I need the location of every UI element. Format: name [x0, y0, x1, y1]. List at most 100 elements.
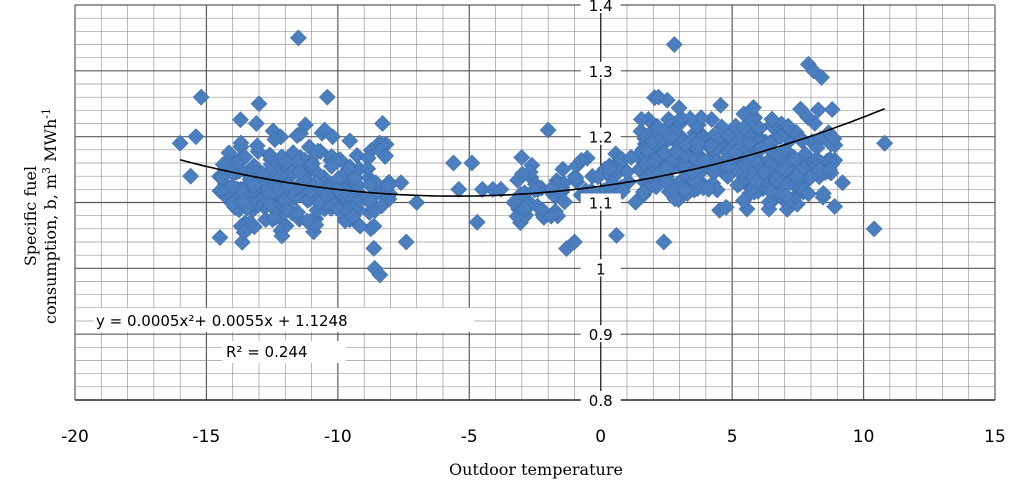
data-point — [788, 168, 806, 185]
data-point — [318, 88, 336, 106]
data-point — [265, 209, 283, 227]
data-point — [324, 128, 342, 146]
trendline-equation: y = 0.0005x²+ 0.0055x + 1.1248 — [96, 312, 348, 330]
y-tick-label: 0.8 — [589, 392, 613, 410]
data-point — [513, 149, 531, 166]
data-point — [760, 200, 778, 218]
data-point — [234, 194, 252, 211]
y-tick-label-bg — [580, 259, 621, 277]
data-point — [735, 119, 753, 137]
data-point — [705, 162, 723, 180]
data-point — [346, 169, 364, 187]
y-tick-label: 1.3 — [589, 63, 613, 81]
data-point — [741, 133, 759, 151]
data-point — [371, 266, 389, 284]
data-point — [463, 154, 481, 172]
data-point — [304, 155, 321, 173]
data-point — [622, 148, 640, 166]
data-point — [865, 220, 883, 238]
data-point — [376, 147, 394, 165]
data-point — [445, 154, 462, 172]
y-axis-title-sup1: 3 — [40, 167, 53, 174]
x-tick-label: -10 — [324, 427, 352, 447]
data-point — [643, 133, 661, 151]
data-point — [171, 134, 189, 152]
data-point — [763, 110, 781, 128]
data-point — [729, 176, 747, 194]
data-point — [247, 115, 265, 132]
data-point — [182, 167, 200, 185]
data-point — [229, 154, 247, 172]
data-point — [235, 223, 253, 241]
x-tick-label: -15 — [193, 427, 221, 447]
data-point — [245, 177, 263, 195]
y-axis-title-line1: Specific fuel — [21, 166, 40, 266]
data-point — [772, 128, 789, 146]
data-point — [248, 137, 266, 155]
data-point — [676, 181, 694, 198]
data-point — [250, 95, 268, 113]
data-point — [187, 128, 205, 146]
data-point — [745, 99, 762, 116]
data-point — [646, 152, 664, 170]
x-tick-labels: -20 -15 -10 -5 0 5 10 15 — [61, 427, 1006, 447]
data-point — [656, 122, 674, 140]
data-point — [601, 160, 619, 178]
data-point — [262, 147, 279, 165]
r-squared-background — [222, 341, 346, 363]
data-point — [397, 233, 415, 251]
data-point — [657, 173, 675, 191]
data-point — [266, 131, 284, 149]
data-point — [492, 180, 510, 198]
data-point — [392, 174, 410, 192]
data-point — [604, 175, 621, 192]
data-point — [834, 174, 851, 192]
data-point — [289, 203, 307, 221]
y-tick-labels: 0.8 0.9 1 1.1 1.2 1.3 1.4 — [580, 0, 621, 410]
data-point — [692, 109, 710, 127]
data-point — [809, 101, 827, 119]
data-point — [748, 173, 766, 191]
r-squared-label: R² = 0.244 — [226, 343, 307, 361]
y-axis-title-base: consumption, b, m — [41, 174, 60, 324]
data-point — [634, 183, 652, 201]
data-point — [323, 157, 340, 175]
x-tick-label: 5 — [727, 427, 738, 447]
data-point — [665, 36, 683, 53]
data-point — [232, 111, 249, 129]
data-point — [516, 200, 533, 218]
data-point — [374, 115, 391, 132]
data-point — [542, 207, 560, 225]
data-point — [232, 134, 250, 152]
data-point — [689, 135, 707, 152]
data-point — [736, 156, 754, 174]
data-point — [801, 169, 819, 187]
data-point — [823, 101, 841, 118]
data-point — [513, 165, 531, 183]
data-point — [876, 134, 894, 152]
data-point — [277, 153, 295, 171]
data-point — [800, 185, 817, 203]
x-tick-label: 10 — [853, 427, 875, 447]
data-point — [273, 227, 291, 245]
data-point — [735, 192, 752, 210]
y-axis-title-unit: MWh — [41, 119, 60, 167]
y-axis-title-line2: consumption, b, m3 MWh-1 — [40, 108, 60, 324]
y-tick-label: 1 — [596, 260, 606, 278]
data-point — [309, 142, 327, 160]
data-point — [670, 99, 688, 117]
x-tick-label: -5 — [461, 427, 478, 447]
data-point — [567, 169, 585, 187]
data-point — [820, 161, 838, 179]
data-point — [787, 150, 805, 168]
data-point — [290, 164, 308, 182]
data-point — [700, 180, 717, 198]
data-point — [779, 117, 797, 135]
data-point — [213, 168, 231, 186]
data-point — [755, 163, 773, 181]
data-point — [556, 193, 574, 211]
data-point — [290, 29, 307, 47]
data-point — [712, 96, 730, 114]
data-point — [373, 197, 391, 215]
